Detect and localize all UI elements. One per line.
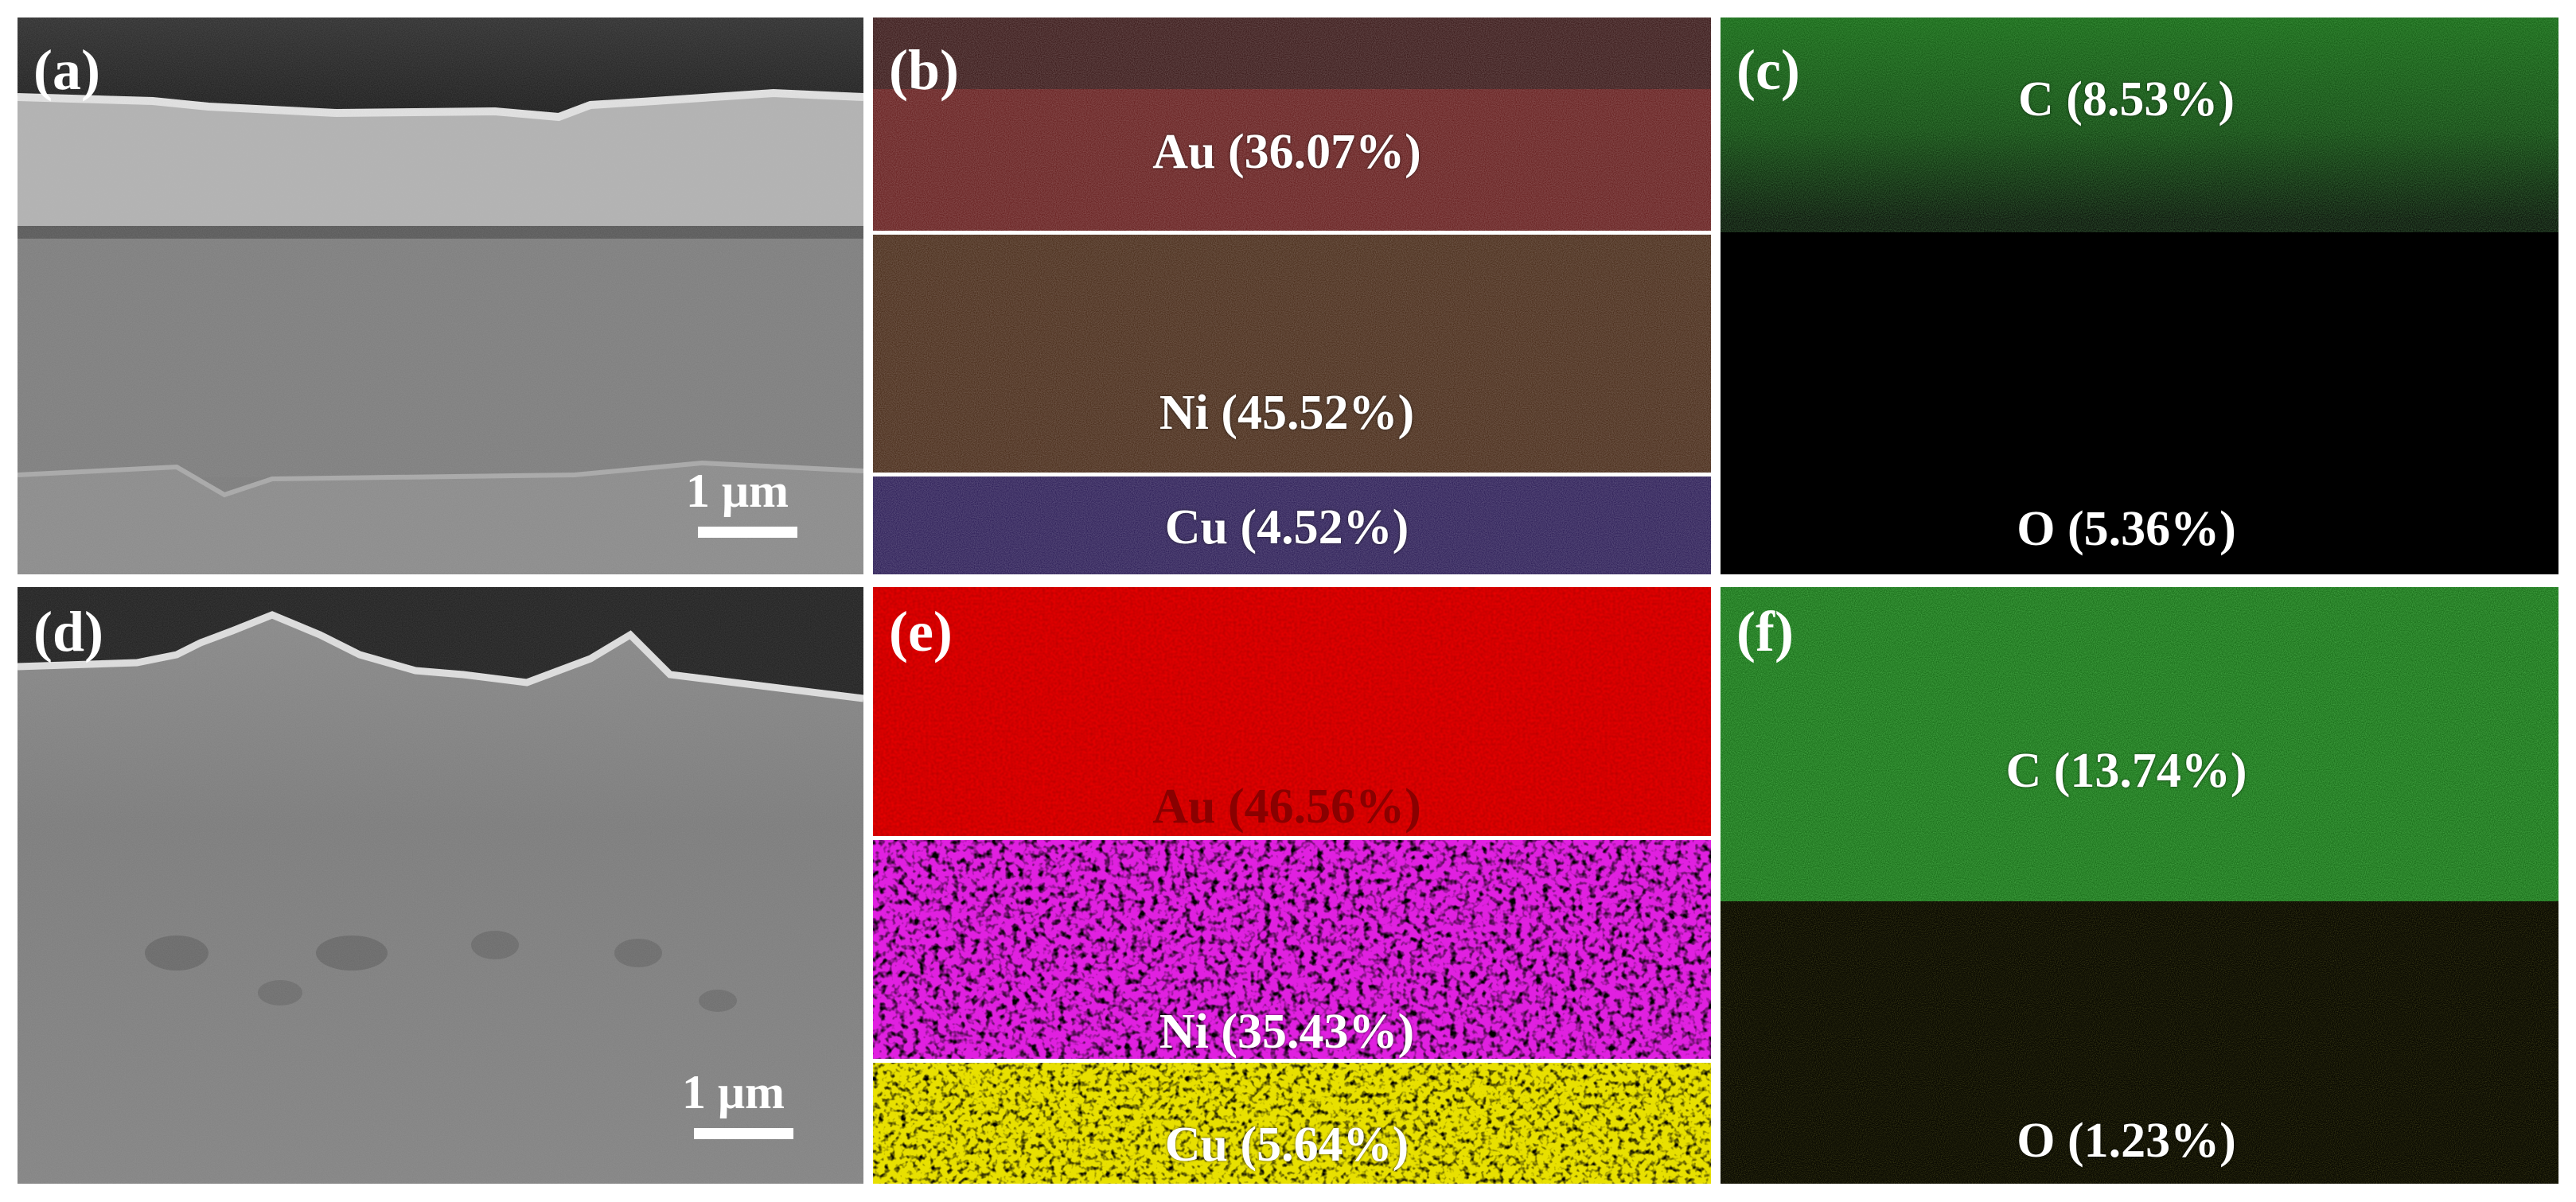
element-label-au-b: Au (36.07%)	[1152, 125, 1421, 179]
eds-map-f-graphic	[1721, 587, 2558, 1184]
element-label-c-c: C (8.53%)	[2017, 72, 2235, 126]
panel-label-c: (c)	[1736, 38, 1800, 102]
eds-map-e: (e) Au (46.56%) Ni (35.43%) Cu (5.64%)	[873, 587, 1711, 1184]
element-label-o-c: O (5.36%)	[2017, 502, 2236, 556]
panel-label-d: (d)	[33, 600, 103, 663]
panel-label-f: (f)	[1736, 600, 1794, 663]
eds-map-e-graphic	[873, 587, 1711, 1184]
eds-map-c-graphic	[1721, 18, 2558, 574]
sem-image-a-graphic	[18, 18, 863, 574]
sem-image-d: (d) 1 μm	[18, 587, 863, 1184]
element-label-o-f: O (1.23%)	[2017, 1114, 2236, 1168]
element-label-cu-e: Cu (5.64%)	[1164, 1118, 1409, 1172]
panel-label-e: (e)	[889, 600, 953, 663]
panel-label-b: (b)	[889, 38, 959, 102]
scale-bar-d	[694, 1128, 793, 1139]
eds-map-f: (f) C (13.74%) O (1.23%)	[1721, 587, 2558, 1184]
element-label-ni-e: Ni (35.43%)	[1159, 1005, 1415, 1059]
eds-map-b: (b) Au (36.07%) Ni (45.52%) Cu (4.52%)	[873, 18, 1711, 574]
scale-bar-label-d: 1 μm	[682, 1066, 785, 1118]
element-label-au-e: Au (46.56%)	[1152, 780, 1421, 834]
scale-bar-label-a: 1 μm	[686, 465, 789, 517]
sem-image-a: (a) 1 μm	[18, 18, 863, 574]
panel-label-a: (a)	[33, 38, 100, 102]
eds-map-b-graphic	[873, 18, 1711, 574]
element-label-c-f: C (13.74%)	[2005, 744, 2247, 798]
element-label-ni-b: Ni (45.52%)	[1159, 386, 1415, 440]
element-label-cu-b: Cu (4.52%)	[1164, 500, 1409, 554]
sem-image-d-graphic	[18, 587, 863, 1184]
scale-bar-a	[698, 527, 797, 538]
eds-map-c: (c) C (8.53%) O (5.36%)	[1721, 18, 2558, 574]
